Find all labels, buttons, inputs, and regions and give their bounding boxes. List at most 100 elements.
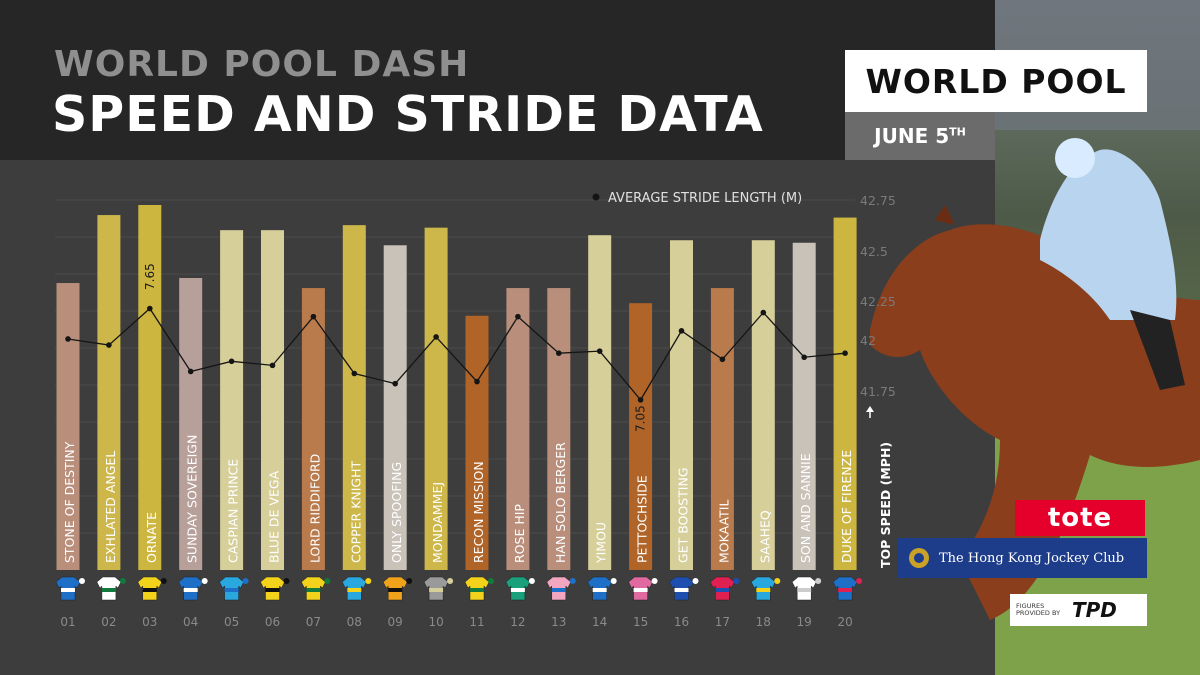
- stride-point: [433, 334, 439, 340]
- runner-number: 02: [101, 615, 116, 629]
- speed-bar: [629, 303, 653, 570]
- right-axis-tick: 42.5: [860, 244, 888, 259]
- speed-bar: [833, 217, 857, 570]
- speed-bar: [506, 288, 530, 570]
- date-suffix: TH: [949, 125, 966, 139]
- runner-number: 14: [592, 615, 607, 629]
- bar-label: SUNDAY SOVEREIGN: [185, 435, 200, 563]
- speed-bar: [56, 283, 80, 570]
- chart-panel: [0, 160, 995, 675]
- silk-stripe: [306, 588, 321, 592]
- speed-bar: [588, 235, 612, 570]
- cap-icon: [488, 578, 494, 584]
- bar-label: DUKE OF FIRENZE: [839, 450, 854, 563]
- silk-stripe: [838, 588, 853, 592]
- runner-number: 19: [797, 615, 812, 629]
- speed-bar: [547, 288, 571, 570]
- logo-text: WORLD POOL: [865, 61, 1127, 101]
- stride-point: [351, 370, 358, 377]
- cap-icon: [79, 578, 85, 584]
- cap-icon: [324, 578, 331, 584]
- bar-label: EXHLATED ANGEL: [103, 451, 118, 563]
- tpd-text: TPD: [1072, 598, 1117, 622]
- cap-icon: [160, 578, 167, 584]
- cap-icon: [528, 578, 535, 584]
- stride-point: [187, 368, 194, 375]
- cap-icon: [651, 578, 658, 584]
- world-pool-logo: WORLD POOL: [845, 50, 1147, 112]
- bar-label: MONDAMMEJ: [430, 482, 445, 563]
- silk-stripe: [551, 588, 566, 592]
- silk-stripe: [265, 588, 280, 592]
- cap-icon: [201, 578, 208, 584]
- stride-point: [678, 328, 685, 334]
- bar-value-label: 7.05: [634, 405, 648, 432]
- page-subtitle: WORLD POOL DASH: [54, 44, 470, 85]
- cap-icon: [406, 578, 413, 584]
- runner-number: 01: [60, 615, 75, 629]
- speed-bar: [710, 288, 734, 570]
- speed-bar: [465, 315, 489, 570]
- cap-icon: [283, 578, 290, 584]
- runner-number: 07: [306, 615, 321, 629]
- cap-icon: [242, 578, 249, 584]
- stride-point: [474, 378, 480, 385]
- runner-number: 18: [756, 615, 771, 629]
- speed-bar: [261, 230, 284, 570]
- silk-stripe: [510, 588, 525, 592]
- tpd-logo: FIGURES PROVIDED BY TPD: [1010, 594, 1147, 626]
- cap-icon: [569, 578, 576, 584]
- speed-bar: [97, 215, 121, 570]
- runner-number: 08: [347, 615, 362, 629]
- bar-label: ORNATE: [144, 512, 159, 563]
- date-value: JUNE 5: [874, 124, 950, 148]
- bar-label: BLUE DE VEGA: [267, 470, 282, 563]
- y-axis-label: TOP SPEED (MPH): [878, 442, 893, 568]
- stride-point: [842, 350, 848, 356]
- silk-stripe: [674, 588, 689, 592]
- speed-bar: [342, 225, 366, 570]
- silk-stripe: [101, 588, 116, 592]
- silk-stripe: [429, 588, 444, 592]
- speed-bar: [138, 205, 162, 570]
- silk-stripe: [224, 588, 239, 592]
- silk-stripe: [756, 588, 771, 592]
- stride-point: [719, 356, 726, 363]
- right-axis-tick: 42: [860, 333, 876, 348]
- runner-number: 05: [224, 615, 239, 629]
- bar-label: HAN SOLO BERGER: [553, 442, 568, 563]
- speed-bar: [220, 230, 244, 570]
- runner-number: 15: [633, 615, 648, 629]
- runner-number: 17: [715, 615, 730, 629]
- stride-line: [67, 307, 846, 402]
- legend-marker: [592, 193, 600, 201]
- cap-icon: [856, 578, 863, 584]
- bar-label: PETTOCHSIDE: [635, 475, 650, 563]
- stride-point: [596, 348, 603, 354]
- bar-label: ONLY SPOOFING: [389, 462, 404, 563]
- page-title: SPEED AND STRIDE DATA: [52, 86, 764, 143]
- stride-point: [637, 397, 644, 403]
- stride-point: [392, 380, 399, 387]
- bar-label: COPPER KNIGHT: [348, 460, 363, 563]
- bar-label: CASPIAN PRINCE: [226, 459, 241, 563]
- speed-stride-chart: STONE OF DESTINY 01 EXHLATED ANGEL 02 ORNATE…: [55, 191, 896, 629]
- stride-point: [310, 313, 317, 320]
- stride-point: [269, 362, 276, 369]
- cap-icon: [692, 578, 699, 584]
- silk-stripe: [797, 588, 812, 592]
- bar-label: YIMOU: [594, 522, 609, 564]
- bar-label: GET BOOSTING: [676, 467, 691, 563]
- silk-stripe: [633, 588, 648, 592]
- runner-number: 09: [388, 615, 403, 629]
- right-axis-tick: 42.25: [860, 294, 896, 309]
- cap-icon: [447, 578, 454, 584]
- tote-text: tote: [1047, 503, 1113, 533]
- speed-bar: [792, 242, 816, 571]
- legend-label: AVERAGE STRIDE LENGTH (M): [608, 191, 802, 206]
- speed-bar: [424, 227, 448, 571]
- bar-label: MOKAATIL: [716, 500, 731, 563]
- runner-number: 20: [837, 615, 852, 629]
- bar-label: LORD RIDDIFORD: [307, 454, 322, 563]
